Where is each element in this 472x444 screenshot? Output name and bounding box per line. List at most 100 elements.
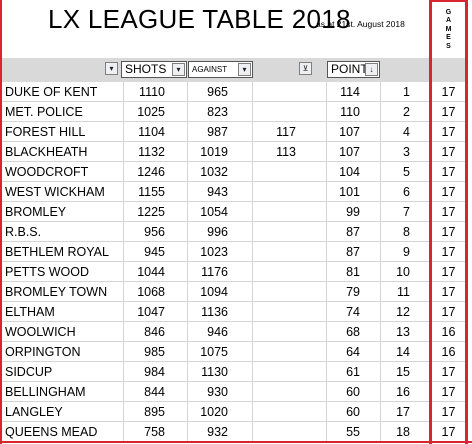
shots-cell[interactable]: 1104 <box>138 125 165 139</box>
table-row[interactable]: PETTS WOOD 1044 1176 81 10 <box>2 262 429 282</box>
shots-cell[interactable]: 1246 <box>137 165 165 179</box>
shots-cell[interactable]: 758 <box>144 425 165 439</box>
shots-cell[interactable]: 895 <box>144 405 165 419</box>
points-cell[interactable]: 104 <box>339 165 360 179</box>
position-cell[interactable]: 7 <box>403 205 410 219</box>
table-row[interactable]: FOREST HILL 1104 987 117 107 4 <box>2 122 429 142</box>
points-cell[interactable]: 79 <box>346 285 360 299</box>
points-cell[interactable]: 114 <box>340 85 360 99</box>
points-cell[interactable]: 110 <box>340 105 360 119</box>
position-cell[interactable]: 12 <box>396 305 410 319</box>
points-cell[interactable]: 99 <box>346 205 360 219</box>
games-cell[interactable]: 17 <box>432 222 465 242</box>
team-name-cell[interactable]: SIDCUP <box>5 365 53 379</box>
team-name-cell[interactable]: LANGLEY <box>5 405 63 419</box>
filter-dropdown-team[interactable]: ▾ <box>105 62 118 75</box>
team-name-cell[interactable]: MET. POLICE <box>5 105 83 119</box>
points-cell[interactable]: 81 <box>346 265 360 279</box>
team-name-cell[interactable]: WOODCROFT <box>5 165 89 179</box>
against-cell[interactable]: 1176 <box>201 265 228 279</box>
shots-cell[interactable]: 1025 <box>137 105 165 119</box>
table-row[interactable]: WOODCROFT 1246 1032 104 5 <box>2 162 429 182</box>
table-row[interactable]: ORPINGTON 985 1075 64 14 <box>2 342 429 362</box>
position-cell[interactable]: 8 <box>403 225 410 239</box>
games-cell[interactable]: 17 <box>432 282 465 302</box>
games-cell[interactable]: 17 <box>432 242 465 262</box>
games-cell[interactable]: 16 <box>432 322 465 342</box>
points-cell[interactable]: 60 <box>346 405 360 419</box>
table-row[interactable]: BELLINGHAM 844 930 60 16 <box>2 382 429 402</box>
shots-cell[interactable]: 985 <box>144 345 165 359</box>
points-cell[interactable]: 107 <box>339 145 360 159</box>
table-row[interactable]: LANGLEY 895 1020 60 17 <box>2 402 429 422</box>
against-cell[interactable]: 1136 <box>201 305 228 319</box>
points-cell[interactable]: 61 <box>346 365 360 379</box>
shots-cell[interactable]: 846 <box>144 325 165 339</box>
shots-cell[interactable]: 984 <box>144 365 165 379</box>
against-cell[interactable]: 1094 <box>200 285 228 299</box>
against-cell[interactable]: 932 <box>207 425 228 439</box>
position-cell[interactable]: 3 <box>403 145 410 159</box>
shots-cell[interactable]: 1225 <box>137 205 165 219</box>
table-row[interactable]: ELTHAM 1047 1136 74 12 <box>2 302 429 322</box>
against-cell[interactable]: 823 <box>207 105 228 119</box>
against-cell[interactable]: 1130 <box>201 365 228 379</box>
against-cell[interactable]: 987 <box>207 125 228 139</box>
team-name-cell[interactable]: BROMLEY TOWN <box>5 285 108 299</box>
position-cell[interactable]: 15 <box>396 365 410 379</box>
games-cell[interactable]: 17 <box>432 202 465 222</box>
filter-dropdown-shots[interactable]: ▾ <box>172 63 185 76</box>
table-row[interactable]: QUEENS MEAD 758 932 55 18 <box>2 422 429 442</box>
against-cell[interactable]: 1019 <box>200 145 228 159</box>
team-name-cell[interactable]: ELTHAM <box>5 305 55 319</box>
filter-active-icon[interactable]: ⊻ <box>299 62 312 75</box>
shots-cell[interactable]: 1068 <box>137 285 165 299</box>
table-row[interactable]: WEST WICKHAM 1155 943 101 6 <box>2 182 429 202</box>
games-cell[interactable]: 17 <box>432 262 465 282</box>
points-cell[interactable]: 64 <box>346 345 360 359</box>
games-cell[interactable]: 17 <box>432 102 465 122</box>
table-row[interactable]: BETHLEM ROYAL 945 1023 87 9 <box>2 242 429 262</box>
table-row[interactable]: SIDCUP 984 1130 61 15 <box>2 362 429 382</box>
shots-cell[interactable]: 1155 <box>138 185 165 199</box>
team-name-cell[interactable]: BROMLEY <box>5 205 67 219</box>
shots-cell[interactable]: 1047 <box>137 305 165 319</box>
shots-cell[interactable]: 1110 <box>139 85 165 99</box>
points-cell[interactable]: 87 <box>346 225 360 239</box>
against-cell[interactable]: 1020 <box>200 405 228 419</box>
filter-dropdown-against[interactable]: ▾ <box>238 63 251 76</box>
points-cell[interactable]: 60 <box>346 385 360 399</box>
against-cell[interactable]: 1032 <box>200 165 228 179</box>
position-cell[interactable]: 18 <box>396 425 410 439</box>
table-row[interactable]: WOOLWICH 846 946 68 13 <box>2 322 429 342</box>
position-cell[interactable]: 6 <box>403 185 410 199</box>
games-cell[interactable]: 17 <box>432 422 465 442</box>
position-cell[interactable]: 16 <box>396 385 410 399</box>
points-cell[interactable]: 74 <box>346 305 360 319</box>
games-cell[interactable]: 17 <box>432 402 465 422</box>
team-name-cell[interactable]: WEST WICKHAM <box>5 185 105 199</box>
points-cell[interactable]: 87 <box>346 245 360 259</box>
games-cell[interactable]: 17 <box>432 82 465 102</box>
team-name-cell[interactable]: BLACKHEATH <box>5 145 88 159</box>
games-cell[interactable]: 17 <box>432 302 465 322</box>
points-cell[interactable]: 107 <box>339 125 360 139</box>
table-row[interactable]: BROMLEY TOWN 1068 1094 79 11 <box>2 282 429 302</box>
shots-cell[interactable]: 956 <box>144 225 165 239</box>
position-cell[interactable]: 10 <box>396 265 410 279</box>
sort-descending-icon[interactable]: ↓ <box>365 63 378 76</box>
games-cell[interactable]: 17 <box>432 122 465 142</box>
shots-cell[interactable]: 844 <box>144 385 165 399</box>
team-name-cell[interactable]: DUKE OF KENT <box>5 85 98 99</box>
position-cell[interactable]: 1 <box>403 85 410 99</box>
position-cell[interactable]: 2 <box>403 105 410 119</box>
position-cell[interactable]: 11 <box>397 285 410 299</box>
position-cell[interactable]: 14 <box>396 345 410 359</box>
position-cell[interactable]: 4 <box>403 125 410 139</box>
table-row[interactable]: MET. POLICE 1025 823 110 2 <box>2 102 429 122</box>
against-cell[interactable]: 1023 <box>200 245 228 259</box>
team-name-cell[interactable]: FOREST HILL <box>5 125 86 139</box>
games-cell[interactable]: 17 <box>432 162 465 182</box>
shots-cell[interactable]: 1044 <box>137 265 165 279</box>
position-cell[interactable]: 5 <box>403 165 410 179</box>
